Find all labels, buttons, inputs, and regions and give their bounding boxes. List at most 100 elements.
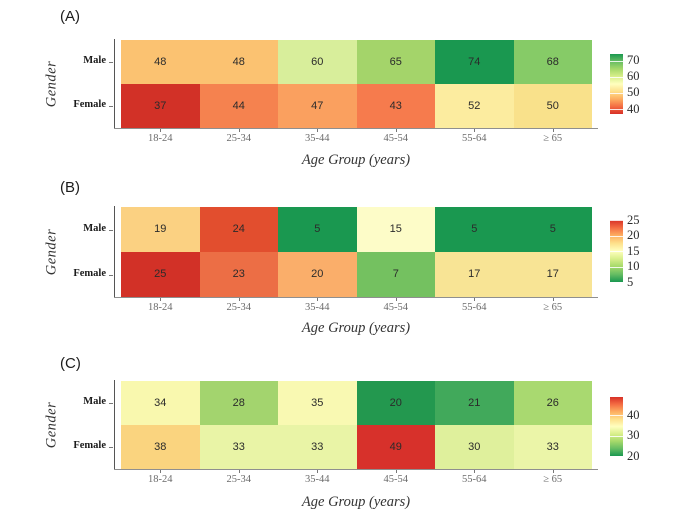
x-tick-mark — [160, 298, 162, 301]
x-tick-label: 35-44 — [305, 133, 330, 144]
x-axis-title: Age Group (years) — [301, 152, 411, 168]
y-axis-title: Gender — [43, 401, 60, 449]
heatmap-cell: 26 — [513, 381, 592, 425]
y-tick-label: Female — [73, 99, 106, 110]
x-tick-label: 55-64 — [462, 474, 487, 485]
colorbar-tick-mark — [610, 109, 623, 111]
colorbar-tick-label: 50 — [627, 85, 640, 100]
x-tick-mark — [238, 470, 240, 473]
panel-b-label: (B) — [60, 179, 80, 196]
colorbar-tick-mark — [610, 266, 623, 268]
heatmap-cell: 23 — [199, 252, 278, 297]
x-tick-label: 18-24 — [148, 133, 173, 144]
heatmap-cell: 48 — [199, 40, 278, 84]
y-axis-line — [114, 39, 115, 129]
y-tick-mark — [109, 62, 113, 63]
y-tick-mark — [109, 447, 113, 448]
colorbar-tick-label: 30 — [627, 428, 640, 443]
y-tick-label: Male — [83, 222, 106, 234]
x-tick-mark — [160, 470, 162, 473]
y-axis-line — [114, 380, 115, 470]
x-tick-mark — [552, 298, 554, 301]
x-tick-label: 55-64 — [462, 302, 487, 313]
heatmap-cell: 17 — [435, 252, 514, 297]
colorbar-tick-mark — [610, 235, 623, 237]
heatmap-cell: 38 — [121, 425, 200, 469]
x-tick-mark — [238, 129, 240, 132]
heatmap-cell: 15 — [356, 207, 435, 252]
x-axis-line — [114, 469, 598, 470]
colorbar — [610, 220, 623, 282]
colorbar-tick-label: 20 — [627, 228, 640, 242]
x-axis-title: Age Group (years) — [301, 320, 411, 336]
y-tick-label: Male — [83, 55, 106, 66]
x-tick-label: 25-34 — [226, 133, 252, 144]
x-tick-mark — [317, 298, 319, 301]
heatmap-cell: 33 — [278, 425, 357, 469]
colorbar-tick-mark — [610, 76, 623, 78]
colorbar-tick-mark — [610, 60, 623, 62]
heatmap-cell: 20 — [278, 252, 357, 297]
x-tick-label: 25-34 — [226, 302, 252, 313]
heatmap-cell: 19 — [121, 207, 200, 252]
panel-a-label: (A) — [60, 8, 80, 25]
heatmap-cell: 24 — [199, 207, 278, 252]
heatmap-cell: 47 — [278, 84, 357, 128]
x-tick-label: 45-54 — [383, 302, 409, 313]
x-tick-label: ≥ 65 — [543, 474, 563, 485]
x-tick-mark — [160, 129, 162, 132]
y-tick-mark — [109, 403, 113, 404]
heatmap-cell: 49 — [356, 425, 435, 469]
heatmap-cell: 68 — [513, 40, 592, 84]
x-tick-mark — [474, 470, 476, 473]
x-tick-mark — [474, 298, 476, 301]
colorbar-tick-label: 15 — [627, 243, 640, 258]
colorbar-tick-mark — [610, 456, 623, 457]
colorbar-tick-label: 20 — [627, 448, 640, 463]
y-tick-label: Female — [73, 267, 106, 279]
y-tick-label: Male — [83, 396, 106, 407]
heatmap-cell: 28 — [199, 381, 278, 425]
heatmap-cell: 21 — [435, 381, 514, 425]
heatmap-cell: 52 — [435, 84, 514, 128]
colorbar-tick-mark — [610, 435, 623, 437]
y-axis-title: Gender — [43, 60, 60, 108]
heatmap-cell: 48 — [121, 40, 200, 84]
x-tick-label: 45-54 — [383, 474, 409, 485]
x-tick-label: 18-24 — [148, 474, 173, 485]
heatmap-cell: 34 — [121, 381, 200, 425]
colorbar-tick-mark — [610, 220, 623, 221]
heatmap-cell: 74 — [435, 40, 514, 84]
colorbar-tick-label: 40 — [627, 101, 640, 116]
heatmap-cell: 33 — [513, 425, 592, 469]
x-tick-mark — [395, 470, 397, 473]
x-tick-mark — [552, 470, 554, 473]
x-tick-mark — [474, 129, 476, 132]
heatmap-cell: 35 — [278, 381, 357, 425]
heatmap-cell: 5 — [513, 207, 592, 252]
y-axis-title: Gender — [43, 228, 60, 276]
x-tick-label: 25-34 — [226, 474, 252, 485]
x-tick-mark — [238, 298, 240, 301]
heatmap-cell: 20 — [356, 381, 435, 425]
y-tick-label: Female — [73, 440, 106, 451]
x-tick-mark — [395, 298, 397, 301]
x-axis-line — [114, 128, 598, 129]
heatmap-cell: 44 — [199, 84, 278, 128]
x-tick-label: 45-54 — [383, 133, 409, 144]
colorbar-tick-label: 70 — [627, 53, 640, 67]
colorbar-tick-label: 25 — [627, 212, 640, 227]
x-tick-label: 35-44 — [305, 474, 330, 485]
colorbar-tick-label: 5 — [627, 274, 634, 289]
heatmap-cell: 25 — [121, 252, 200, 297]
x-tick-label: 35-44 — [305, 302, 330, 313]
heatmap-cell: 50 — [513, 84, 592, 128]
x-tick-label: 18-24 — [148, 302, 173, 313]
colorbar — [610, 397, 623, 456]
colorbar-tick-label: 10 — [627, 259, 640, 273]
heatmap-cell: 60 — [278, 40, 357, 84]
x-tick-mark — [552, 129, 554, 132]
heatmap-cell: 33 — [199, 425, 278, 469]
